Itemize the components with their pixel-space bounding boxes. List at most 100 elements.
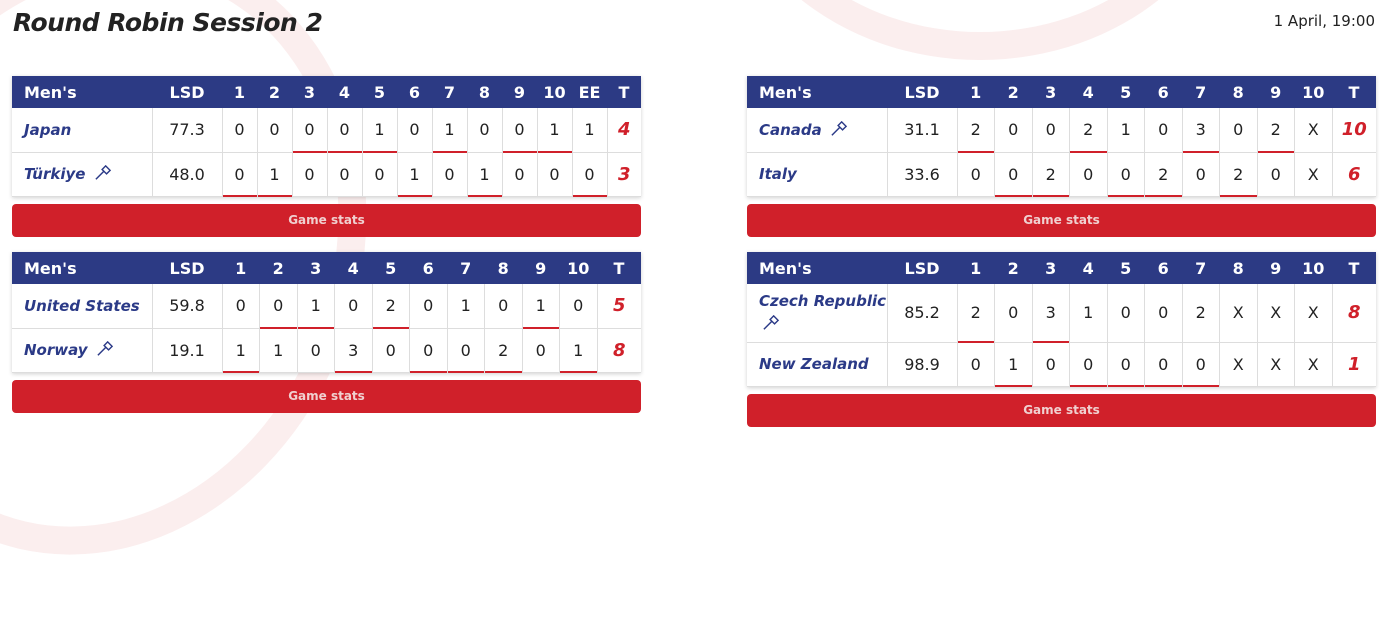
end-score: 0	[1107, 152, 1145, 197]
end-score: 1	[297, 284, 335, 329]
end-score: 1	[362, 108, 398, 153]
game-stats-button[interactable]: Game stats	[747, 203, 1376, 237]
end-score: 0	[1144, 284, 1183, 343]
end-score: 0	[222, 108, 258, 153]
end-score: 2	[1257, 108, 1295, 153]
end-score: 0	[1107, 342, 1145, 387]
end-score: 0	[409, 284, 448, 329]
team-name-cell[interactable]: Türkiye	[12, 152, 153, 197]
end-score: 0	[572, 152, 608, 197]
end-score: 1	[222, 328, 260, 373]
end-score: 0	[397, 108, 433, 153]
total-header: T	[1332, 252, 1376, 284]
end-score: 0	[502, 152, 538, 197]
end-header: 1	[222, 76, 257, 108]
end-score: 3	[334, 328, 373, 373]
end-score: X	[1219, 284, 1258, 343]
end-header: 4	[1069, 252, 1107, 284]
category-header: Men's	[747, 252, 887, 284]
end-score: 2	[957, 284, 995, 343]
game-stats-button[interactable]: Game stats	[12, 379, 641, 413]
lsd-value: 98.9	[887, 342, 958, 387]
team-row: Canada 31.1 2 0 0 2 1 0 3 0 2 X 10	[747, 108, 1376, 153]
team-name-cell[interactable]: Canada	[747, 108, 888, 153]
team-name-cell[interactable]: Czech Republic	[747, 284, 888, 343]
team-name-cell[interactable]: Norway	[12, 328, 153, 373]
team-name-cell[interactable]: New Zealand	[747, 342, 888, 387]
scoreboard: Men's LSD 1 2 3 4 5 6 7 8 9 10 EE T Japan 77.3 0 0 0 0 1 0 1 0 0…	[12, 76, 641, 197]
end-score: 0	[994, 108, 1033, 153]
end-score: 0	[1182, 152, 1220, 197]
lsd-header: LSD	[152, 252, 222, 284]
header-row: Men's LSD 1 2 3 4 5 6 7 8 9 10 EE T	[12, 76, 641, 108]
end-header: 5	[362, 76, 397, 108]
end-score: 0	[327, 108, 363, 153]
end-header: 8	[1219, 252, 1257, 284]
end-header: 2	[259, 252, 297, 284]
header-row: Men's LSD 1 2 3 4 5 6 7 8 9 10 T	[747, 252, 1376, 284]
end-header: 3	[292, 76, 327, 108]
end-header: 8	[484, 252, 522, 284]
end-score: 0	[292, 152, 328, 197]
category-header: Men's	[12, 76, 152, 108]
session-datetime: 1 April, 19:00	[1273, 12, 1375, 30]
end-score: 0	[292, 108, 328, 153]
lsd-value: 31.1	[887, 108, 958, 153]
team-name: Japan	[24, 120, 72, 139]
team-name-cell[interactable]: United States	[12, 284, 153, 329]
end-score: 0	[957, 152, 995, 197]
page-title: Round Robin Session 2	[13, 8, 323, 37]
total-score: 6	[1332, 152, 1376, 197]
game-stats-button[interactable]: Game stats	[12, 203, 641, 237]
end-score: 2	[372, 284, 410, 329]
scoreboard: Men's LSD 1 2 3 4 5 6 7 8 9 10 T Czech Republic 85.2 2…	[747, 252, 1376, 387]
hammer-icon	[97, 341, 113, 356]
end-score: 0	[484, 284, 523, 329]
end-score: 0	[502, 108, 538, 153]
lsd-header: LSD	[152, 76, 222, 108]
lsd-value: 59.8	[152, 284, 223, 329]
end-score: 2	[1219, 152, 1258, 197]
lsd-value: 77.3	[152, 108, 223, 153]
end-score: X	[1219, 342, 1258, 387]
end-score: 0	[1107, 284, 1145, 343]
end-header: EE	[572, 76, 607, 108]
end-score: 0	[297, 328, 335, 373]
end-score: 3	[1182, 108, 1220, 153]
end-score: X	[1257, 284, 1295, 343]
end-header: 2	[994, 76, 1032, 108]
background-decoration	[720, 0, 1240, 60]
end-score: X	[1294, 284, 1333, 343]
team-row: Japan 77.3 0 0 0 0 1 0 1 0 0 1 1 4	[12, 108, 641, 153]
scoreboard: Men's LSD 1 2 3 4 5 6 7 8 9 10 T Canada 31.1 2 0 0 2 1 0 3 0 2…	[747, 76, 1376, 197]
end-score: 0	[362, 152, 398, 197]
end-header: 3	[297, 252, 335, 284]
team-name: Norway	[24, 341, 88, 359]
end-score: 0	[372, 328, 410, 373]
total-score: 5	[597, 284, 641, 329]
end-header: 9	[1257, 252, 1295, 284]
end-score: 1	[572, 108, 608, 153]
total-header: T	[1332, 76, 1376, 108]
end-header: 2	[994, 252, 1032, 284]
end-score: 0	[222, 284, 260, 329]
lsd-value: 48.0	[152, 152, 223, 197]
end-score: 0	[1032, 342, 1070, 387]
end-score: 0	[447, 328, 485, 373]
end-score: 1	[994, 342, 1033, 387]
category-header: Men's	[747, 76, 887, 108]
end-score: X	[1294, 152, 1333, 197]
game-stats-button[interactable]: Game stats	[747, 393, 1376, 427]
end-header: 6	[409, 252, 447, 284]
total-score: 8	[597, 328, 641, 373]
end-score: X	[1257, 342, 1295, 387]
end-header: 9	[502, 76, 537, 108]
end-score: 0	[432, 152, 468, 197]
team-name-cell[interactable]: Italy	[747, 152, 888, 197]
team-name: New Zealand	[759, 355, 869, 373]
lsd-header: LSD	[887, 252, 957, 284]
team-row: United States 59.8 0 0 1 0 2 0 1 0 1 0 5	[12, 284, 641, 329]
team-name-cell[interactable]: Japan	[12, 108, 153, 153]
end-header: 10	[1294, 76, 1332, 108]
end-score: 1	[559, 328, 598, 373]
